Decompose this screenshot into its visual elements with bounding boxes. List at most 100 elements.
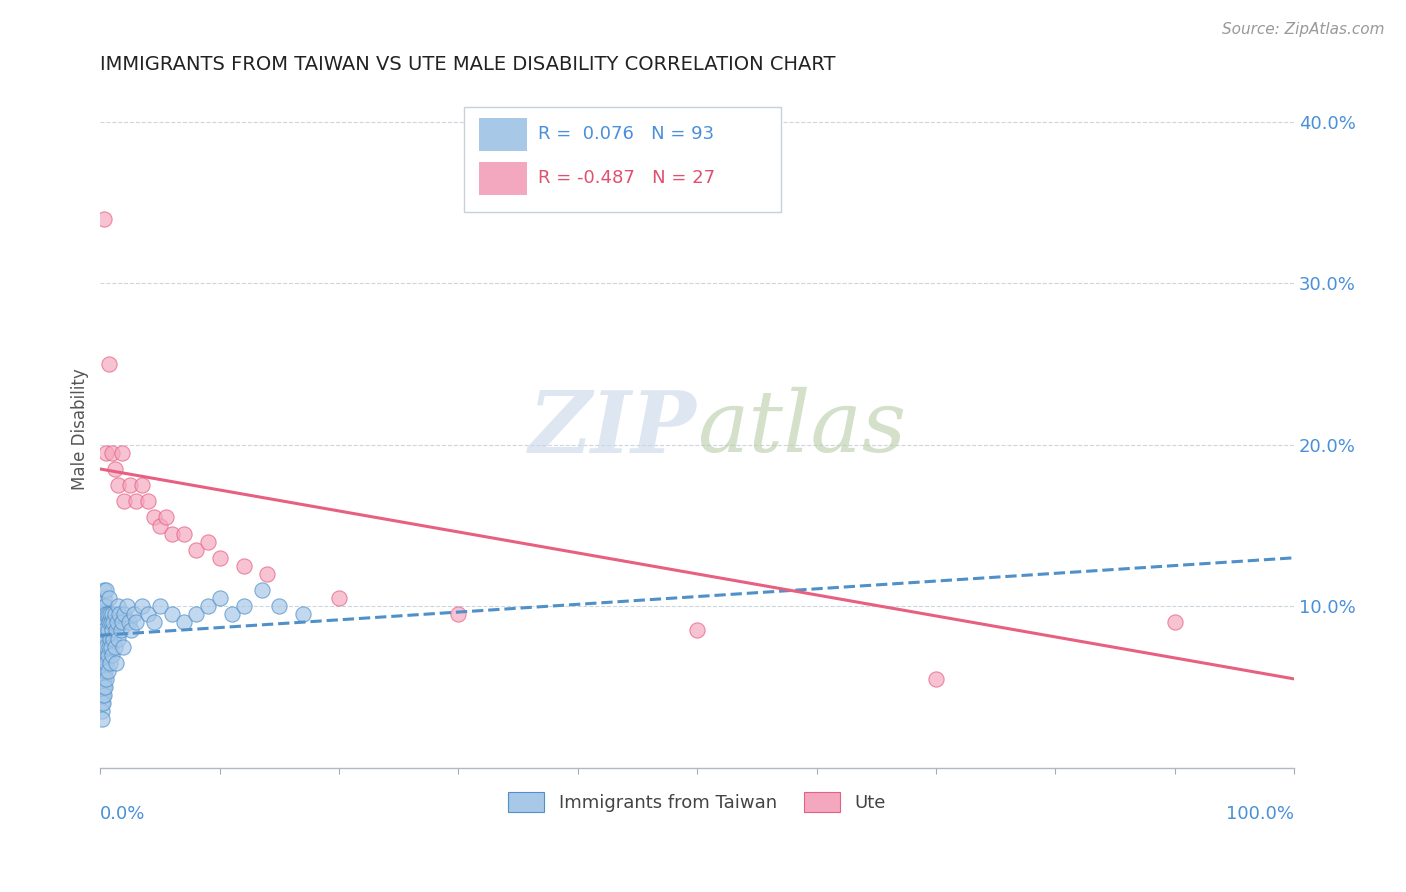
Point <box>90 640 112 654</box>
Point <box>184 607 207 622</box>
Point <box>143 615 166 630</box>
Point <box>103 615 125 630</box>
Point <box>111 615 134 630</box>
Point <box>90 656 112 670</box>
Point <box>93 672 115 686</box>
Point <box>107 632 129 646</box>
Point <box>97 591 120 606</box>
Text: 0.0%: 0.0% <box>100 805 146 823</box>
Point <box>1164 615 1187 630</box>
Point <box>197 599 219 614</box>
Text: Source: ZipAtlas.com: Source: ZipAtlas.com <box>1222 22 1385 37</box>
Point <box>96 446 118 460</box>
Point <box>93 583 115 598</box>
FancyBboxPatch shape <box>464 106 780 211</box>
Y-axis label: Male Disability: Male Disability <box>72 368 89 490</box>
Point <box>131 478 153 492</box>
Point <box>120 624 142 638</box>
Point <box>208 550 231 565</box>
Text: R = -0.487   N = 27: R = -0.487 N = 27 <box>538 169 716 186</box>
Point <box>107 478 129 492</box>
Point <box>90 696 112 710</box>
Point <box>93 664 115 678</box>
Point <box>96 624 118 638</box>
Point <box>232 558 254 573</box>
Point <box>91 607 114 622</box>
Legend: Immigrants from Taiwan, Ute: Immigrants from Taiwan, Ute <box>501 784 893 820</box>
Point <box>91 615 114 630</box>
Point <box>112 640 135 654</box>
Point <box>328 591 350 606</box>
Point <box>101 446 124 460</box>
Point <box>101 624 124 638</box>
Point <box>101 648 124 662</box>
Text: 100.0%: 100.0% <box>1226 805 1294 823</box>
Point <box>96 583 118 598</box>
Point <box>94 599 117 614</box>
Point <box>96 656 118 670</box>
Point <box>90 704 112 718</box>
Point <box>125 494 148 508</box>
Point <box>100 615 122 630</box>
Point <box>110 624 132 638</box>
Point <box>93 656 115 670</box>
Point <box>97 357 120 371</box>
Point <box>125 615 148 630</box>
Point <box>136 607 159 622</box>
Point <box>94 680 117 694</box>
Point <box>93 211 115 226</box>
Point <box>94 664 117 678</box>
Point <box>91 656 114 670</box>
Point <box>96 640 118 654</box>
Point <box>104 462 127 476</box>
Point <box>160 526 183 541</box>
Point <box>118 615 141 630</box>
Point <box>925 672 948 686</box>
Point <box>256 566 278 581</box>
Text: ZIP: ZIP <box>529 387 697 470</box>
Point <box>93 688 115 702</box>
Point <box>98 632 121 646</box>
Point <box>173 526 195 541</box>
Point <box>122 607 145 622</box>
Point <box>93 591 115 606</box>
Point <box>105 615 128 630</box>
Point <box>90 688 112 702</box>
Point <box>94 615 117 630</box>
Point <box>90 664 112 678</box>
Point <box>120 478 142 492</box>
Point <box>269 599 291 614</box>
Point <box>184 542 207 557</box>
Point <box>447 607 470 622</box>
Point <box>94 648 117 662</box>
Point <box>112 494 135 508</box>
Text: R =  0.076   N = 93: R = 0.076 N = 93 <box>538 125 714 143</box>
Point <box>155 510 177 524</box>
Point <box>100 640 122 654</box>
Point <box>143 510 166 524</box>
Point <box>136 494 159 508</box>
Point <box>686 624 709 638</box>
Point <box>292 607 315 622</box>
Point <box>91 664 114 678</box>
Point <box>93 607 115 622</box>
Point <box>112 607 135 622</box>
Point <box>91 688 114 702</box>
Point <box>90 680 112 694</box>
Point <box>115 599 138 614</box>
Point <box>250 583 273 598</box>
FancyBboxPatch shape <box>479 118 526 151</box>
Point <box>90 672 112 686</box>
Point <box>94 632 117 646</box>
Point <box>91 696 114 710</box>
Point <box>96 648 118 662</box>
Text: atlas: atlas <box>697 387 907 470</box>
Point <box>208 591 231 606</box>
Point <box>91 680 114 694</box>
Point <box>96 607 118 622</box>
Point <box>97 615 120 630</box>
FancyBboxPatch shape <box>479 162 526 194</box>
Point <box>111 446 134 460</box>
Point <box>221 607 243 622</box>
Point <box>91 648 114 662</box>
